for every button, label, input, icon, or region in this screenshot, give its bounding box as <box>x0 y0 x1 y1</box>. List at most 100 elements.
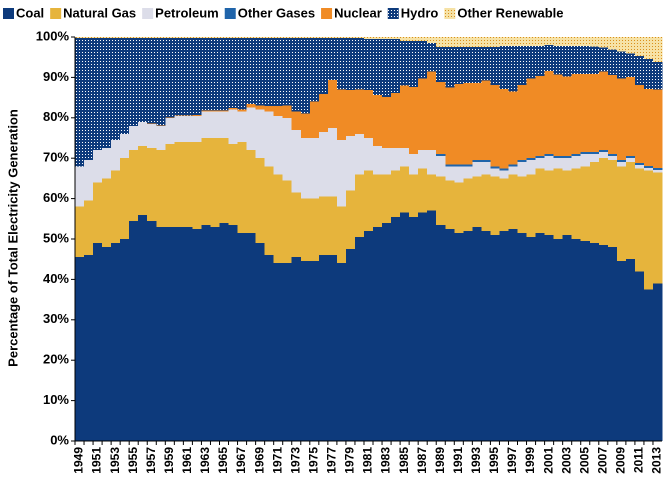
x-tick-label: 2003 <box>559 447 573 474</box>
area-step <box>111 170 121 244</box>
area-step <box>120 239 130 441</box>
y-tick-label: 70% <box>43 150 69 165</box>
area-step <box>598 158 609 246</box>
area-step <box>210 37 221 111</box>
area-step <box>120 133 130 159</box>
area-step <box>445 47 455 88</box>
area-step <box>300 37 311 38</box>
area-step <box>75 37 85 38</box>
area-step <box>237 37 248 38</box>
area-step <box>508 166 519 175</box>
area-step <box>490 168 501 177</box>
area-step <box>481 162 492 175</box>
legend-label: Natural Gas <box>63 5 136 20</box>
area-step <box>192 115 203 143</box>
area-step <box>129 37 139 126</box>
area-step <box>463 47 473 84</box>
legend-swatch <box>3 8 14 19</box>
area-step <box>625 156 636 159</box>
area-step <box>309 261 320 441</box>
area-step <box>445 228 455 441</box>
area-step <box>345 89 356 136</box>
area-step <box>508 45 519 92</box>
area-step <box>147 37 157 124</box>
area-step <box>643 170 654 290</box>
y-tick-label: 40% <box>43 271 69 286</box>
area-step <box>93 150 103 183</box>
area-step <box>589 243 600 441</box>
area-step <box>391 148 401 171</box>
area-step <box>427 174 437 211</box>
area-step <box>264 111 275 167</box>
area-step <box>165 37 175 118</box>
area-step <box>228 144 239 225</box>
area-step <box>562 158 573 171</box>
area-step <box>625 37 636 54</box>
area-step <box>373 37 383 40</box>
area-step <box>535 156 546 159</box>
area-step <box>156 226 166 441</box>
area-step <box>219 111 230 138</box>
area-step <box>526 158 537 161</box>
area-step <box>138 146 148 215</box>
area-step <box>544 45 555 71</box>
area-step <box>463 83 473 165</box>
area-step <box>508 174 519 229</box>
area-step <box>553 158 564 169</box>
area-step <box>400 41 410 86</box>
area-step <box>84 37 94 161</box>
area-step <box>345 135 356 191</box>
x-tick-label: 1995 <box>487 447 501 474</box>
x-tick-label: 1993 <box>469 447 483 474</box>
area-step <box>400 85 410 149</box>
area-step <box>111 37 121 141</box>
area-step <box>580 152 591 155</box>
area-step <box>652 37 663 63</box>
x-tick-label: 1961 <box>180 447 194 474</box>
area-step <box>643 58 654 90</box>
area-step <box>508 164 519 167</box>
area-step <box>553 156 564 159</box>
area-step <box>165 117 175 145</box>
area-step <box>616 51 627 79</box>
area-step <box>363 89 374 138</box>
area-step <box>454 37 464 48</box>
area-step <box>111 243 121 441</box>
area-step <box>210 111 221 138</box>
legend-swatch <box>50 8 62 19</box>
y-tick-label: 80% <box>43 109 69 124</box>
area-step <box>454 166 464 183</box>
area-step <box>499 170 510 179</box>
area-step <box>499 230 510 441</box>
area-step <box>643 89 654 166</box>
area-step <box>210 138 221 227</box>
legend-label: Hydro <box>401 5 439 20</box>
area-step <box>562 76 573 157</box>
area-step <box>643 289 654 441</box>
area-step <box>553 74 564 157</box>
area-step <box>571 239 582 441</box>
area-step <box>327 80 338 128</box>
area-step <box>598 37 609 48</box>
area-step <box>255 158 266 244</box>
area-step <box>445 180 455 229</box>
y-tick-label: 30% <box>43 311 69 326</box>
area-step <box>499 37 510 46</box>
area-step <box>571 45 582 74</box>
area-step <box>598 47 609 72</box>
area-step <box>616 78 627 161</box>
area-step <box>192 114 203 116</box>
area-step <box>336 206 347 264</box>
area-step <box>210 226 221 441</box>
area-step <box>418 168 428 213</box>
area-step <box>345 37 356 90</box>
area-step <box>436 224 446 441</box>
area-step <box>454 47 464 84</box>
area-step <box>373 146 383 175</box>
area-step <box>273 37 284 38</box>
area-step <box>237 111 248 143</box>
area-step <box>102 37 112 149</box>
area-step <box>327 37 338 38</box>
area-step <box>580 241 591 441</box>
